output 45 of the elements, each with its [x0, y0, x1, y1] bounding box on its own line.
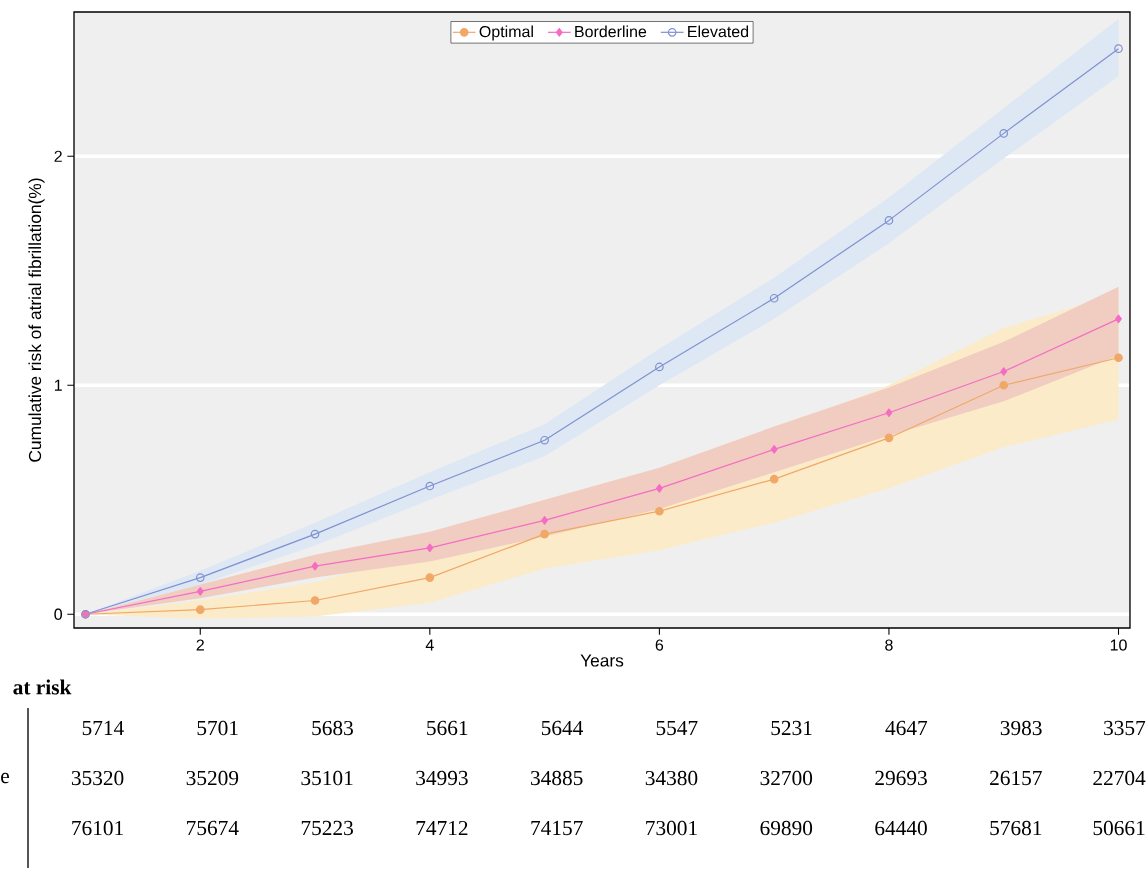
y-tick-label: 0 — [54, 608, 63, 621]
y-tick-label: 1 — [54, 379, 62, 391]
x-tick-label: 2 — [196, 639, 204, 651]
text: 74712 — [416, 821, 468, 836]
legend-label: Elevated — [688, 25, 749, 38]
text: 5683 — [312, 720, 353, 736]
x-tick-label: 8 — [885, 639, 893, 651]
legend-label: Optimal — [479, 25, 533, 41]
text: 34885 — [531, 770, 583, 786]
text: 64440 — [875, 820, 927, 836]
text: 5701 — [197, 720, 238, 736]
x-tick-label: 4 — [425, 639, 434, 651]
text: 35101 — [301, 770, 353, 786]
text: 5644 — [541, 721, 584, 736]
text: 35209 — [186, 770, 239, 786]
text: 35320 — [71, 770, 124, 786]
text: 73001 — [646, 820, 697, 836]
text: at risk — [13, 679, 72, 695]
x-axis-title: Years — [580, 654, 624, 667]
text: 34380 — [645, 770, 698, 786]
text: 75674 — [187, 821, 239, 836]
x-tick-label: 10 — [1110, 639, 1127, 651]
text: 76101 — [72, 820, 123, 836]
text: 4647 — [885, 721, 928, 736]
text: 22704 — [1093, 770, 1146, 786]
x-tick-label: 6 — [655, 639, 664, 651]
text: 3357 — [1104, 721, 1146, 736]
text: 5714 — [82, 721, 124, 736]
text: e — [1, 773, 9, 784]
y-axis-title: Cumulative risk of atrial fibrillation(%) — [28, 178, 45, 462]
text: 26157 — [990, 771, 1042, 786]
text: 5661 — [427, 721, 468, 736]
text: 34993 — [416, 771, 468, 786]
text: 74157 — [531, 821, 583, 836]
text: 75223 — [301, 821, 353, 836]
legend-label: Borderline — [575, 25, 647, 38]
text: 5231 — [771, 721, 812, 736]
text: 5547 — [656, 721, 698, 736]
text: 29693 — [875, 771, 927, 786]
text: 3983 — [1000, 720, 1042, 736]
text: 50661 — [1093, 820, 1145, 836]
y-tick-label: 2 — [54, 150, 62, 163]
text: 57681 — [990, 820, 1042, 836]
text: 32700 — [760, 770, 813, 786]
text: 69890 — [760, 820, 813, 836]
